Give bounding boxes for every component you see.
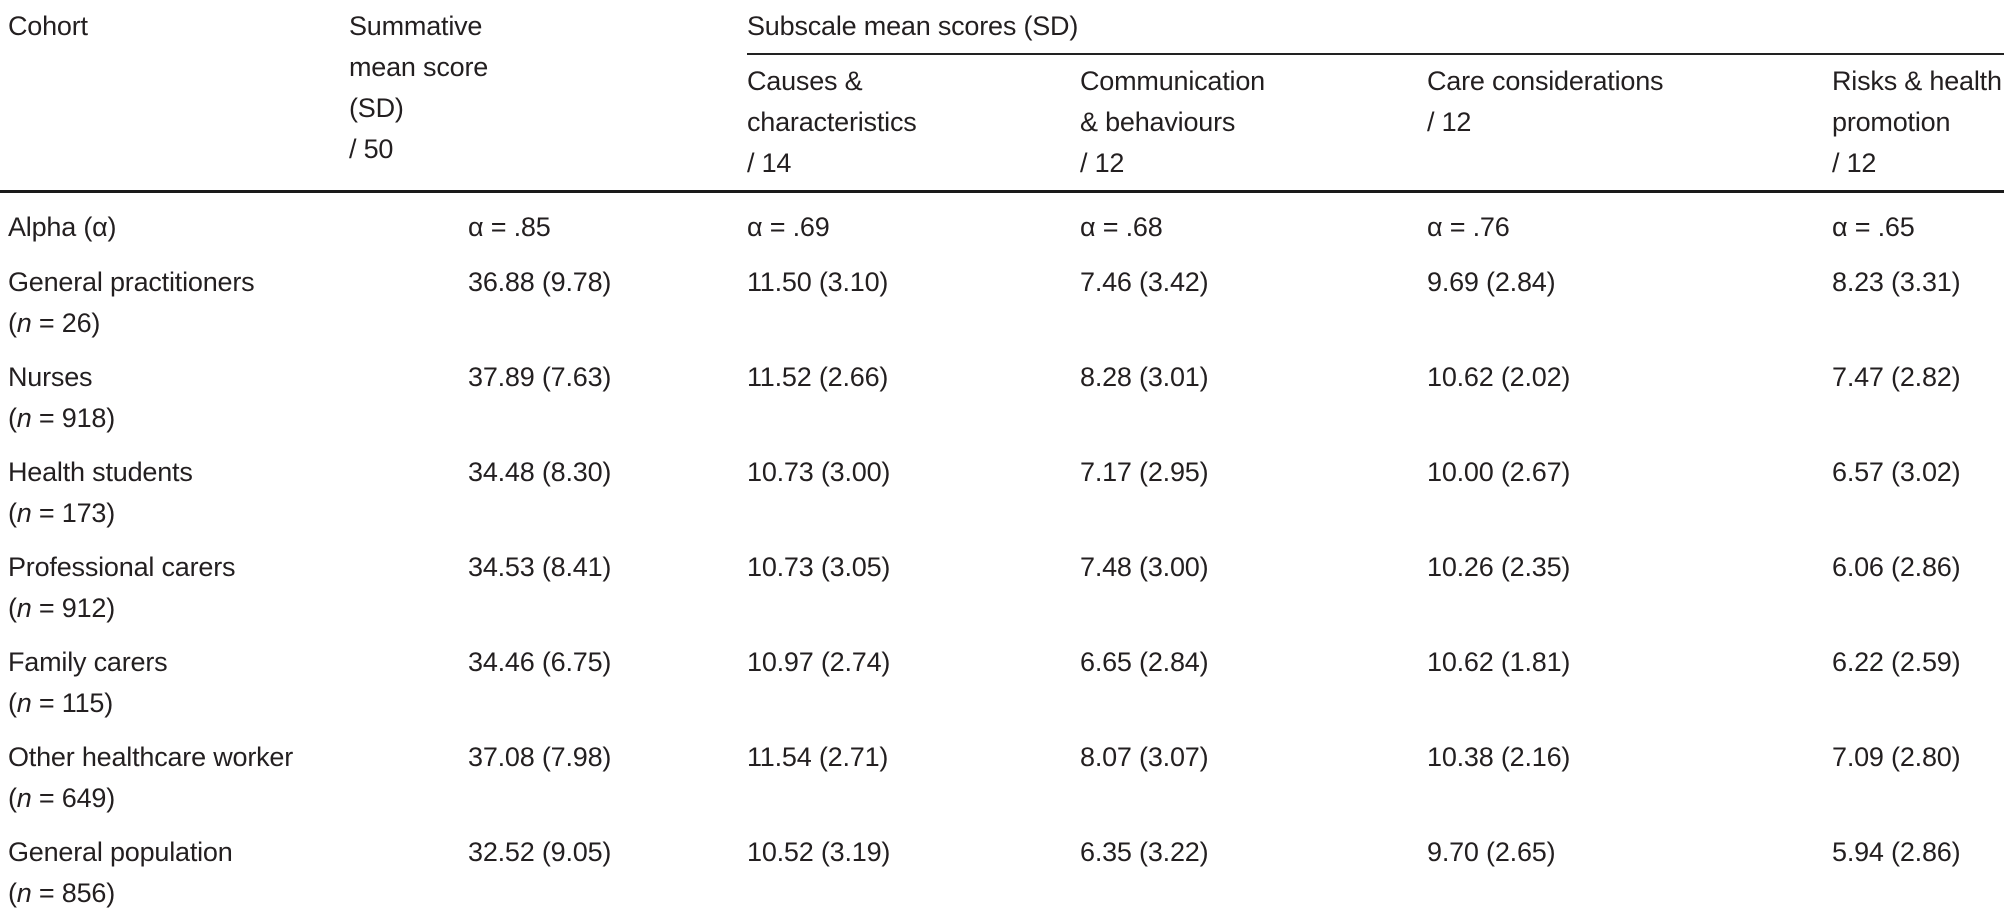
col-header-risks-health-promotion: Risks & health promotion / 12	[1832, 54, 2004, 193]
cell-care: 10.00 (2.67)	[1427, 457, 1571, 487]
cell-causes: 11.54 (2.71)	[747, 742, 889, 772]
cell-care: 10.38 (2.16)	[1427, 742, 1571, 772]
row-label: General population (n = 856)	[0, 820, 349, 910]
col-header-communication-behaviours: Communication & behaviours / 12	[1080, 54, 1427, 193]
col-header-subscale-group: Subscale mean scores (SD)	[747, 0, 2004, 55]
cohort-n: (n = 115)	[8, 688, 114, 718]
col-header-care-considerations: Care considerations / 12	[1427, 54, 1832, 193]
col-header-summative-mean-score: Summative mean score (SD) / 50	[349, 0, 747, 193]
cell-communication: 6.65 (2.84)	[1080, 647, 1209, 677]
table-row: Nurses (n = 918) 37.89 (7.63) 11.52 (2.6…	[0, 345, 2004, 440]
cell-communication: 7.48 (3.00)	[1080, 552, 1209, 582]
alpha-care: α = .76	[1427, 212, 1510, 242]
alpha-row: Alpha (α) α = .85 α = .69 α = .68 α = .7…	[0, 192, 2004, 251]
header-row-group: Cohort Summative mean score (SD) / 50 Su…	[0, 0, 2004, 193]
col-header-causes-characteristics: Causes & characteristics / 14	[747, 54, 1080, 193]
cell-causes: 10.97 (2.74)	[747, 647, 891, 677]
cohort-name: Professional carers	[8, 552, 236, 582]
row-label-alpha: Alpha (α)	[8, 212, 117, 242]
cohort-n: (n = 649)	[8, 783, 116, 813]
row-label: Professional carers (n = 912)	[0, 535, 349, 630]
alpha-summative: α = .85	[468, 212, 551, 242]
cell-communication: 6.35 (3.22)	[1080, 820, 1427, 910]
cohort-name: Other healthcare worker	[8, 742, 294, 772]
alpha-risks: α = .65	[1832, 212, 1915, 242]
cohort-name: Nurses	[8, 362, 93, 392]
cell-causes: 10.73 (3.00)	[747, 457, 891, 487]
col-header-cohort: Cohort	[0, 0, 349, 193]
cell-care: 10.26 (2.35)	[1427, 552, 1571, 582]
header-row-subscales: Causes & characteristics / 14 Communicat…	[0, 54, 2004, 193]
cell-risks: 5.94 (2.86)	[1832, 820, 2004, 910]
cohort-n: (n = 173)	[8, 498, 116, 528]
cell-causes: 10.52 (3.19)	[747, 820, 1080, 910]
cell-care: 10.62 (1.81)	[1427, 647, 1571, 677]
table-row: General practitioners (n = 26) 36.88 (9.…	[0, 250, 2004, 345]
cell-risks: 6.06 (2.86)	[1832, 552, 1961, 582]
cell-summative: 36.88 (9.78)	[468, 267, 612, 297]
alpha-causes: α = .69	[747, 212, 830, 242]
cell-summative: 32.52 (9.05)	[349, 820, 747, 910]
row-label: Nurses (n = 918)	[0, 345, 349, 440]
table-row: General population (n = 856) 32.52 (9.05…	[0, 820, 2004, 910]
cell-summative: 34.48 (8.30)	[468, 457, 612, 487]
cohort-name: Health students	[8, 457, 193, 487]
cohort-name: General population	[8, 837, 233, 867]
cell-communication: 7.17 (2.95)	[1080, 457, 1209, 487]
cell-summative: 34.46 (6.75)	[468, 647, 612, 677]
table-row: Family carers (n = 115) 34.46 (6.75) 10.…	[0, 630, 2004, 725]
cohort-name: Family carers	[8, 647, 168, 677]
table-row: Health students (n = 173) 34.48 (8.30) 1…	[0, 440, 2004, 535]
alpha-communication: α = .68	[1080, 212, 1163, 242]
cell-causes: 11.52 (2.66)	[747, 362, 889, 392]
cohort-n: (n = 912)	[8, 593, 116, 623]
cell-causes: 10.73 (3.05)	[747, 552, 891, 582]
table-row: Professional carers (n = 912) 34.53 (8.4…	[0, 535, 2004, 630]
row-label: Family carers (n = 115)	[0, 630, 349, 725]
cell-care: 9.70 (2.65)	[1427, 820, 1832, 910]
cell-communication: 8.07 (3.07)	[1080, 742, 1209, 772]
cell-care: 9.69 (2.84)	[1427, 267, 1556, 297]
cell-summative: 34.53 (8.41)	[468, 552, 612, 582]
cell-care: 10.62 (2.02)	[1427, 362, 1571, 392]
cell-causes: 11.50 (3.10)	[747, 267, 889, 297]
cell-communication: 7.46 (3.42)	[1080, 267, 1209, 297]
table-row: Other healthcare worker (n = 649) 37.08 …	[0, 725, 2004, 820]
cell-communication: 8.28 (3.01)	[1080, 362, 1209, 392]
cell-risks: 6.57 (3.02)	[1832, 457, 1961, 487]
cohort-n: (n = 856)	[8, 878, 116, 908]
cell-summative: 37.08 (7.98)	[468, 742, 612, 772]
cohort-name: General practitioners	[8, 267, 255, 297]
cell-risks: 6.22 (2.59)	[1832, 647, 1961, 677]
row-label: Health students (n = 173)	[0, 440, 349, 535]
cohort-n: (n = 918)	[8, 403, 116, 433]
cell-risks: 7.47 (2.82)	[1832, 362, 1961, 392]
cohort-n: (n = 26)	[8, 308, 101, 338]
cell-risks: 7.09 (2.80)	[1832, 742, 1961, 772]
row-label: General practitioners (n = 26)	[0, 250, 349, 345]
row-label: Other healthcare worker (n = 649)	[0, 725, 349, 820]
cell-risks: 8.23 (3.31)	[1832, 267, 1961, 297]
cell-summative: 37.89 (7.63)	[468, 362, 612, 392]
